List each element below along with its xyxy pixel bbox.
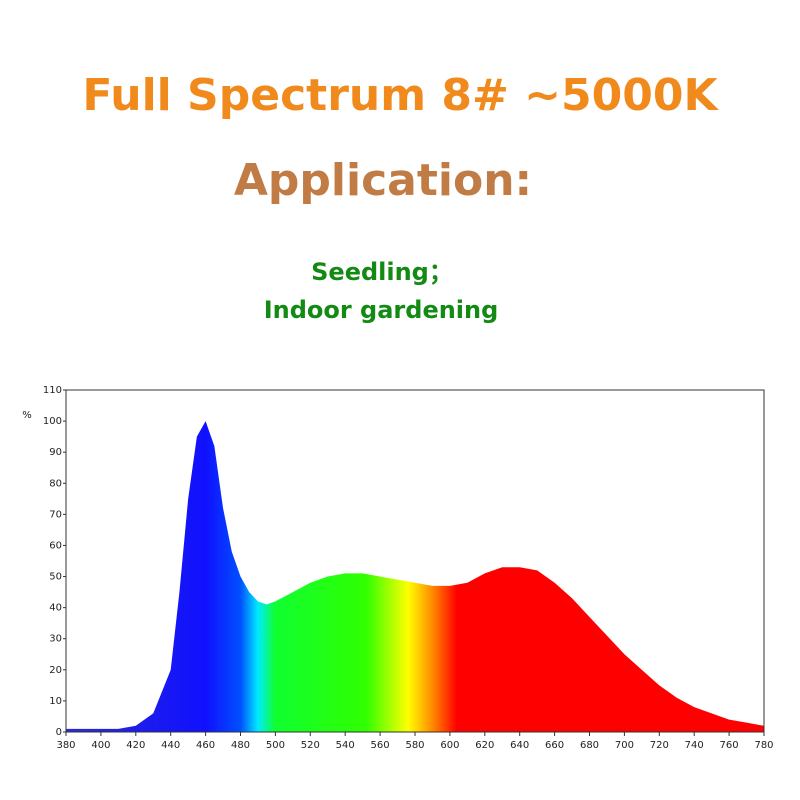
x-tick-label: 620 <box>475 740 494 751</box>
x-tick-label: 480 <box>231 740 250 751</box>
spectrum-area <box>66 421 764 732</box>
x-tick-label: 460 <box>196 740 215 751</box>
x-tick-label: 700 <box>615 740 634 751</box>
y-axis-label: % <box>22 410 32 421</box>
x-tick-label: 740 <box>685 740 704 751</box>
x-tick-label: 440 <box>161 740 180 751</box>
y-tick-label: 50 <box>49 572 62 583</box>
annotation: Indoor gardening <box>264 296 499 324</box>
y-tick-label: 30 <box>49 634 62 645</box>
x-tick-label: 600 <box>440 740 459 751</box>
x-tick-label: 560 <box>371 740 390 751</box>
plot-frame <box>65 389 765 733</box>
y-tick-label: 70 <box>49 509 62 520</box>
x-tick-label: 640 <box>510 740 529 751</box>
x-tick-label: 540 <box>336 740 355 751</box>
x-tick-label: 500 <box>266 740 285 751</box>
y-tick-label: 40 <box>49 603 62 614</box>
y-tick-label: 100 <box>43 416 62 427</box>
x-tick-label: 580 <box>405 740 424 751</box>
x-tick-label: 420 <box>126 740 145 751</box>
x-tick-label: 660 <box>545 740 564 751</box>
x-tick-label: 380 <box>56 740 75 751</box>
y-tick-label: 90 <box>49 447 62 458</box>
x-tick-label: 760 <box>720 740 739 751</box>
y-tick-label: 60 <box>49 540 62 551</box>
x-tick-label: 680 <box>580 740 599 751</box>
y-tick-label: 0 <box>56 727 62 738</box>
y-tick-label: 110 <box>43 385 62 396</box>
x-tick-label: 520 <box>301 740 320 751</box>
y-tick-label: 10 <box>49 696 62 707</box>
title: Full Spectrum 8# ~5000K <box>82 70 719 121</box>
x-tick-label: 400 <box>91 740 110 751</box>
subtitle: Application: <box>234 155 532 206</box>
y-tick-label: 20 <box>49 665 62 676</box>
x-tick-label: 720 <box>650 740 669 751</box>
y-tick-label: 80 <box>49 478 62 489</box>
x-tick-label: 780 <box>754 740 773 751</box>
annotation: Seedling； <box>311 258 453 286</box>
plot: 0 10 20 30 40 50 60 70 80 90 100 110 380 400 420 440 460… <box>43 385 774 751</box>
